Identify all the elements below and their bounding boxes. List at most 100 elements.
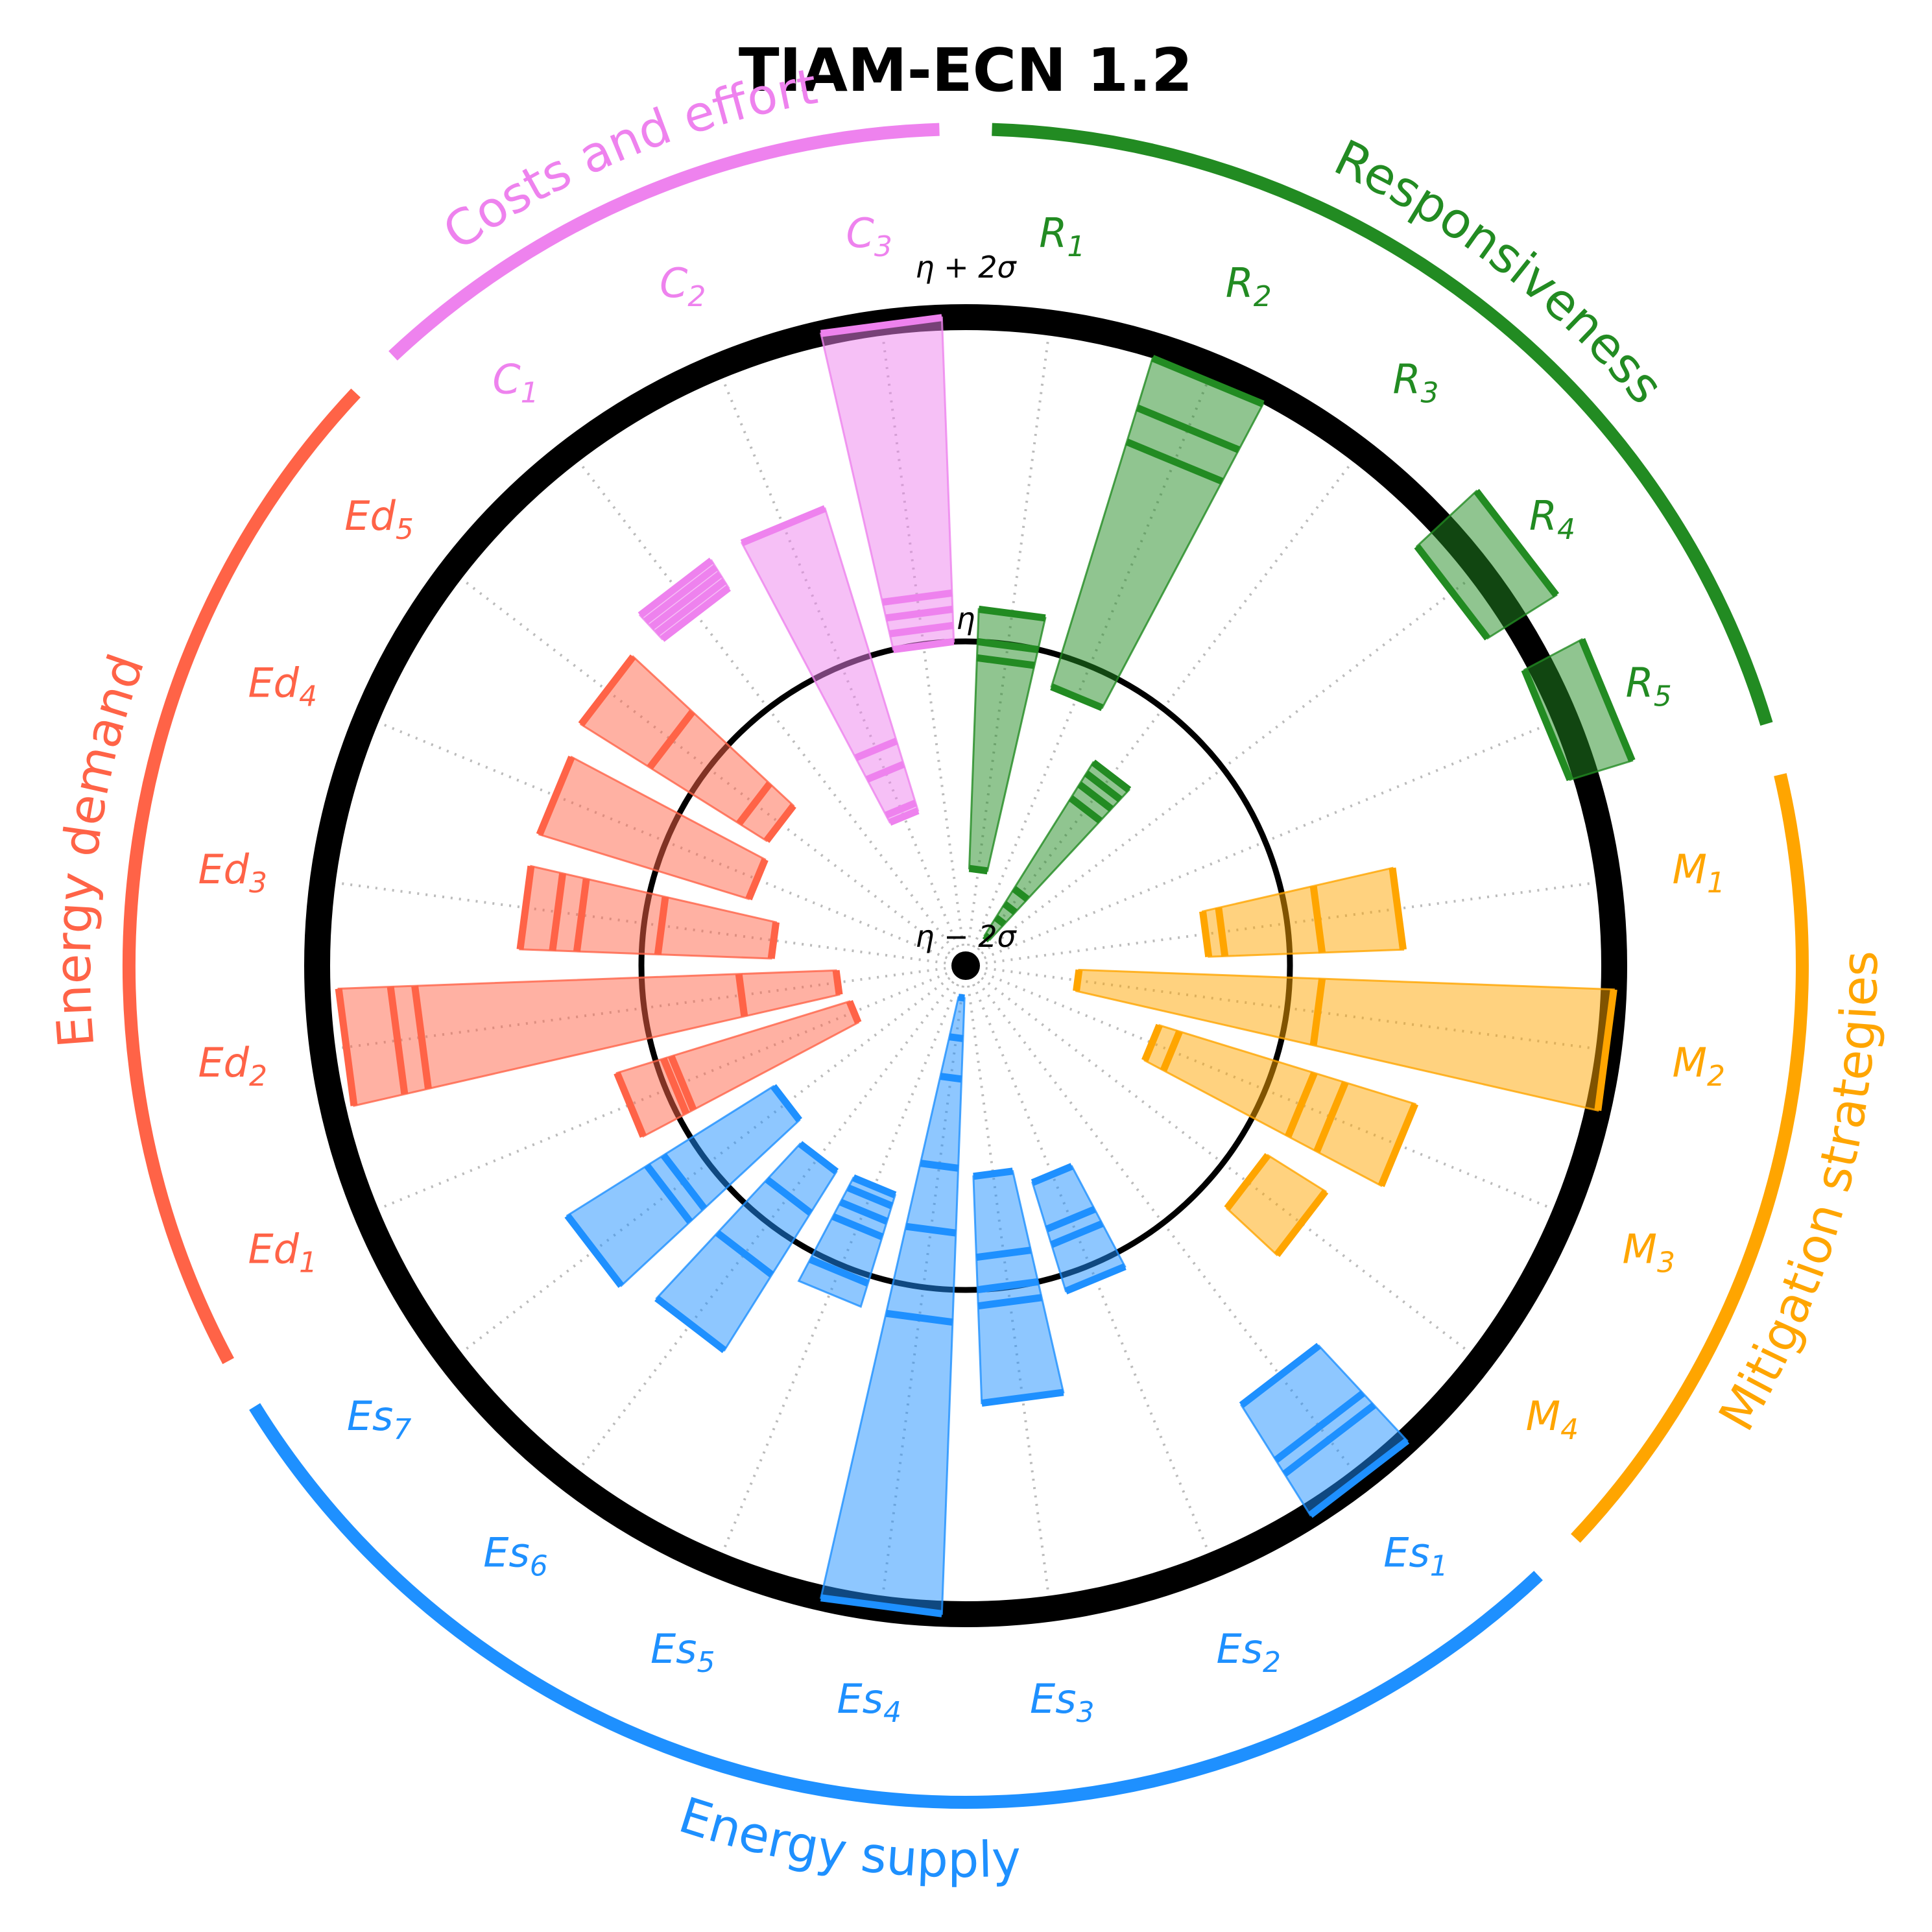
group-arc-4: [388, 123, 940, 361]
mark-r2-2: [1136, 404, 1241, 453]
ring-label-middle: η: [956, 601, 975, 636]
mark-r3-2: [1002, 901, 1018, 915]
mark-r3-7: [1091, 759, 1132, 793]
mark-c1-4: [638, 557, 714, 619]
mark-c3-3: [881, 589, 953, 606]
mark-es2-1: [1045, 1206, 1096, 1233]
rings: [304, 304, 1627, 1627]
mark-c2-2: [865, 761, 905, 783]
group-arc-3: [123, 388, 361, 1365]
bar-m1: [1201, 866, 1405, 958]
ring-label-outer: η + 2σ: [915, 250, 1017, 285]
mark-c2-3: [854, 737, 898, 761]
mark-ed5-1: [736, 781, 773, 826]
mark-es3-1: [975, 1246, 1032, 1261]
mark-es7-3: [564, 1213, 625, 1288]
mark-es4-5: [885, 1309, 953, 1326]
mark-r3-0: [982, 933, 992, 943]
label-c1: C1: [492, 356, 538, 410]
mark-m3-2: [1285, 1071, 1318, 1138]
mark-c2-1: [885, 800, 917, 819]
mark-c3-4: [820, 314, 943, 337]
mark-m1-1: [1215, 907, 1229, 957]
mark-m3-1: [1160, 1030, 1183, 1072]
mark-c1-2: [649, 571, 722, 630]
mark-r4-0: [1414, 543, 1491, 641]
mark-r1-0: [968, 865, 988, 875]
mark-m1-0: [1199, 911, 1213, 957]
label-ed1: Ed1: [248, 1225, 318, 1279]
mark-es5-0: [852, 1174, 897, 1199]
label-c2: C2: [660, 259, 706, 313]
mark-es7-2: [644, 1163, 693, 1224]
mark-m3-0: [1141, 1023, 1163, 1062]
middle-ring: [638, 638, 1293, 1293]
chart-title: TIAM-ECN 1.2: [739, 36, 1193, 105]
label-r4: R4: [1529, 492, 1575, 546]
mark-m2-0: [1073, 969, 1083, 992]
group-label-0: Responsiveness: [1326, 128, 1675, 414]
bar-r2: [1050, 357, 1265, 710]
mark-ed3-2: [573, 878, 590, 952]
group-arc-1: [1571, 773, 1809, 1543]
mark-ed4-0: [745, 858, 769, 901]
mark-r4-1: [1473, 488, 1560, 598]
label-ed5: Ed5: [344, 492, 414, 546]
mark-es4-3: [920, 1160, 959, 1172]
mark-m3-4: [1377, 1103, 1419, 1187]
label-ed2: Ed2: [198, 1039, 267, 1093]
mark-m4-1: [1274, 1189, 1329, 1258]
mark-es2-3: [1064, 1263, 1127, 1294]
label-r1: R1: [1039, 209, 1085, 263]
mark-m4-0: [1224, 1152, 1271, 1211]
label-r2: R2: [1226, 259, 1272, 313]
mark-es4-6: [820, 1594, 943, 1617]
mark-es5-1: [846, 1184, 894, 1210]
mark-es3-2: [977, 1278, 1039, 1294]
label-r5: R5: [1626, 660, 1672, 713]
label-m4: M4: [1526, 1392, 1579, 1446]
mark-r3-1: [994, 914, 1007, 927]
mark-r3-5: [1077, 781, 1114, 812]
mark-r5-0: [1521, 668, 1573, 781]
bar-es4: [819, 996, 966, 1616]
mark-c2-0: [888, 807, 920, 826]
mark-es3-0: [973, 1167, 1014, 1180]
mark-r1-2: [977, 638, 1039, 654]
label-r3: R3: [1392, 356, 1438, 410]
mark-es6-3: [654, 1295, 727, 1354]
label-m2: M2: [1672, 1039, 1725, 1093]
mark-r2-0: [1050, 683, 1104, 711]
mark-ed3-1: [654, 896, 669, 955]
mark-es5-3: [831, 1213, 884, 1241]
mark-es1-0: [1239, 1342, 1321, 1409]
label-es1: Es1: [1383, 1529, 1448, 1582]
mark-c1-0: [660, 585, 732, 642]
mark-ed2-1: [735, 973, 748, 1017]
mark-ed2-3: [387, 986, 409, 1095]
mark-es1-3: [1308, 1438, 1410, 1518]
mark-es5-4: [809, 1256, 870, 1287]
mark-r2-1: [1125, 438, 1224, 485]
mark-ed2-4: [335, 988, 358, 1106]
mark-r3-3: [1012, 886, 1030, 902]
bars: [335, 314, 1636, 1617]
mark-m3-3: [1313, 1080, 1349, 1153]
group-label-path-1: [1351, 443, 1877, 1791]
mark-c2-4: [740, 505, 827, 547]
label-ed4: Ed4: [248, 660, 318, 713]
mark-c1-1: [654, 578, 727, 636]
mark-m2-2: [1594, 988, 1617, 1111]
indicator-labels: R1 R2 R3 R4 R5 M1 M2 M3 M4 Es1 Es2 Es3 Es4 Es5 Es6 Es7 E…: [198, 209, 1725, 1729]
mark-ed2-2: [411, 985, 432, 1090]
mark-r1-1: [976, 654, 1035, 669]
mark-es4-0: [958, 994, 965, 1002]
mark-es6-0: [798, 1141, 839, 1175]
mark-m2-1: [1309, 978, 1326, 1046]
mark-ed5-0: [763, 803, 796, 843]
mark-ed1-2: [660, 1057, 690, 1115]
mark-ed2-0: [832, 970, 843, 996]
ring-label-inner: η − 2σ: [915, 919, 1017, 954]
mark-r3-4: [1068, 795, 1103, 824]
